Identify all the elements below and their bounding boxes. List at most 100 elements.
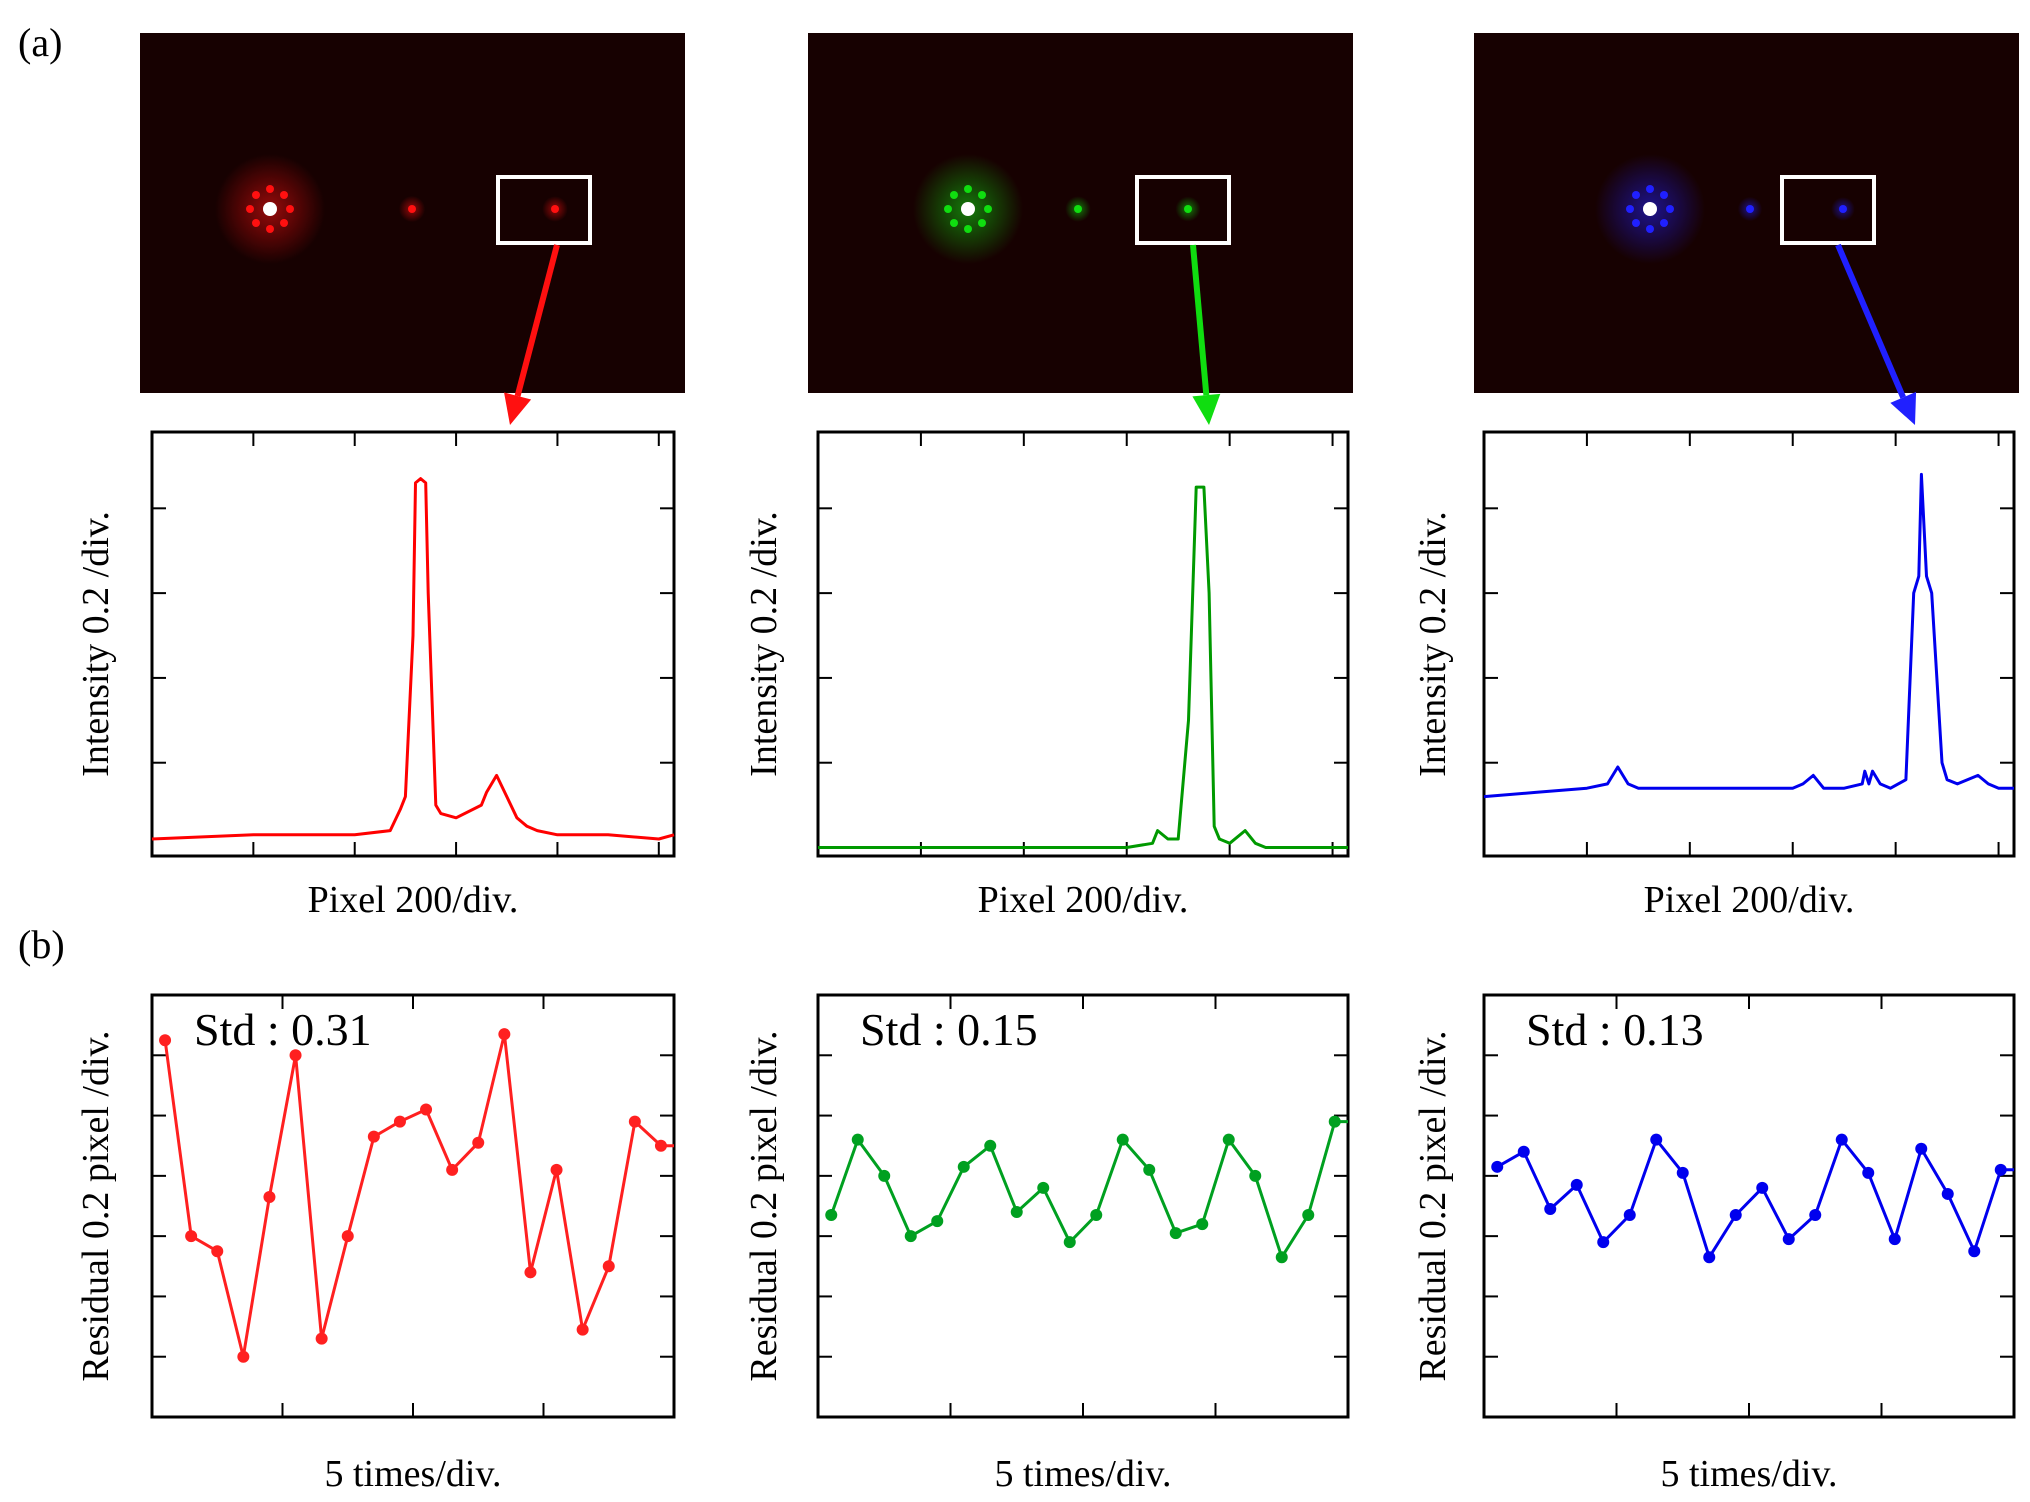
data-point (237, 1350, 250, 1363)
zoom-arrow (1835, 243, 1917, 425)
data-point (825, 1209, 838, 1222)
y-axis-label: Intensity 0.2 /div. (75, 511, 117, 777)
data-point (393, 1115, 406, 1128)
data-point (315, 1332, 328, 1345)
spot-lobe (1660, 191, 1668, 199)
plot-frame (1482, 993, 2016, 1419)
data-point (263, 1190, 276, 1203)
data-point (1010, 1206, 1023, 1219)
data-point (472, 1136, 485, 1149)
plot-frame (816, 430, 1350, 858)
data-point (1517, 1145, 1530, 1158)
panel-label-a: (a) (18, 20, 62, 65)
data-point (1650, 1133, 1663, 1146)
data-point (1222, 1133, 1235, 1146)
y-axis-label: Intensity 0.2 /div. (1412, 511, 1454, 777)
spot (1074, 205, 1082, 213)
selection-box (1780, 175, 1876, 245)
data-point (1570, 1178, 1583, 1191)
spot-lobe (266, 225, 274, 233)
plot-frame (1482, 430, 2016, 858)
spot (1839, 205, 1847, 213)
data-point (1597, 1236, 1610, 1249)
spot-center (1643, 202, 1657, 216)
spot-lobe (252, 191, 260, 199)
spot (408, 205, 416, 213)
spot (1184, 205, 1192, 213)
data-point (1809, 1209, 1822, 1222)
plot-frame (150, 993, 676, 1419)
data-point (1328, 1115, 1341, 1128)
spot-center (961, 202, 975, 216)
data-point (446, 1163, 459, 1176)
data-point (904, 1230, 917, 1243)
x-axis-label: 5 times/div. (325, 1453, 502, 1495)
data-point (1676, 1166, 1689, 1179)
data-point (1544, 1203, 1557, 1216)
data-point (367, 1130, 380, 1143)
data-point (1994, 1163, 2007, 1176)
spot-lobe (286, 205, 294, 213)
data-point (1941, 1187, 1954, 1200)
selection-box (1135, 175, 1231, 245)
data-point (1143, 1163, 1156, 1176)
data-point (185, 1230, 198, 1243)
data-point (1063, 1236, 1076, 1249)
spot-lobe (978, 191, 986, 199)
data-point (1729, 1209, 1742, 1222)
spot-lobe (1626, 205, 1634, 213)
x-axis-label: 5 times/div. (1661, 1453, 1838, 1495)
arrow-head (1192, 393, 1221, 425)
data-point (957, 1160, 970, 1173)
spot-lobe (1646, 185, 1654, 193)
std-annotation: Std : 0.15 (860, 1004, 1038, 1055)
data-point (1862, 1166, 1875, 1179)
data-point (1968, 1245, 1981, 1258)
y-axis-label: Residual 0.2 pixel /div. (1412, 1030, 1454, 1381)
spot-lobe (252, 219, 260, 227)
spot-lobe (964, 225, 972, 233)
spot (551, 205, 559, 213)
data-point (931, 1215, 944, 1228)
x-axis-label: 5 times/div. (995, 1453, 1172, 1495)
data-point (550, 1163, 563, 1176)
arrow-head (504, 392, 532, 425)
data-point (289, 1049, 302, 1062)
spot-lobe (1660, 219, 1668, 227)
data-point (498, 1028, 511, 1041)
data-point (1037, 1181, 1050, 1194)
data-point (984, 1139, 997, 1152)
data-point (1090, 1209, 1103, 1222)
data-point (1491, 1160, 1504, 1173)
zoom-arrow (504, 244, 560, 425)
spot-lobe (280, 191, 288, 199)
spot-lobe (964, 185, 972, 193)
spot-lobe (984, 205, 992, 213)
data-point (1275, 1251, 1288, 1264)
zoom-arrows (504, 243, 1917, 425)
spot-lobe (1632, 219, 1640, 227)
data-point (1835, 1133, 1848, 1146)
series-line (1483, 472, 2014, 799)
y-axis-label: Intensity 0.2 /div. (743, 511, 785, 777)
spot-lobe (280, 219, 288, 227)
chart-b-1: 5 times/div. Residual 0.2 pixel /div. Std … (75, 993, 676, 1495)
data-point (602, 1260, 615, 1273)
data-point (628, 1115, 641, 1128)
std-annotation: Std : 0.31 (194, 1004, 372, 1055)
spot-lobe (246, 205, 254, 213)
chart-a-2: Pixel 200/div. Intensity 0.2 /div. (743, 430, 1350, 921)
spot-lobe (1666, 205, 1674, 213)
chart-a-3: Pixel 200/div. Intensity 0.2 /div. (1412, 430, 2016, 921)
spot-lobe (1646, 225, 1654, 233)
data-point (420, 1103, 433, 1116)
spot-lobe (950, 219, 958, 227)
spot-lobe (978, 219, 986, 227)
spot-lobe (1632, 191, 1640, 199)
data-point (1623, 1209, 1636, 1222)
data-point (1249, 1169, 1262, 1182)
spot (1746, 205, 1754, 213)
data-point (654, 1139, 667, 1152)
x-axis-label: Pixel 200/div. (1644, 879, 1855, 921)
std-annotation: Std : 0.13 (1526, 1004, 1704, 1055)
